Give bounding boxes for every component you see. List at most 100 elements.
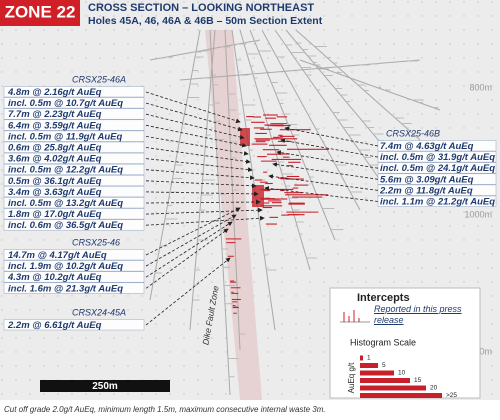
subtitle: Holes 45A, 46, 46A & 46B – 50m Section E… [88,15,323,27]
intercept-label: incl. 1.1m @ 21.2g/t AuEq [380,197,495,208]
hole-name: CRSX25-46 [72,237,120,247]
intercept-label: 3.4m @ 3.63g/t AuEq [8,187,102,198]
label-box [3,119,145,131]
label-box [3,175,145,187]
callout-arrow [145,257,231,326]
scale-bar [360,378,410,383]
scale-label: 1 [367,355,371,362]
scale-label: >25 [446,392,457,399]
callout-arrow [145,102,243,132]
label-box [3,152,145,164]
callout-arrow [145,214,237,267]
label-box [3,163,145,175]
intercept-label: 4.8m @ 2.16g/t AuEq [7,87,102,98]
histogram [225,114,330,314]
scale-label: 15 [414,377,422,384]
callout-arrow [280,138,379,158]
intercept-label: 3.6m @ 4.02g/t AuEq [8,154,102,165]
label-box [3,271,145,283]
label-box [3,208,145,220]
callout-arrow [268,174,379,191]
hole-name: CRSX25-46A [72,74,126,84]
intercept-label: 5.6m @ 3.09g/t AuEq [380,174,474,185]
intercept-label: incl. 0.5m @ 11.9g/t AuEq [8,131,123,142]
callout-arrow [145,113,245,140]
callout-arrow [145,147,251,164]
callout-arrow [145,228,229,289]
callout-arrow [145,207,263,215]
legend-item: Reported in this press release [374,304,462,325]
histogram-title: Histogram Scale [350,337,416,347]
intercept-label: incl. 0.5m @ 13.2g/t AuEq [8,198,123,209]
badge-text: ZONE 22 [5,2,76,21]
callout-arrow [145,158,253,172]
histogram-axis: AuEq g/t [347,362,356,393]
intercept-label: 2.2m @ 11.8g/t AuEq [379,185,473,196]
footnote: Cut off grade 2.0g/t AuEq, minimum lengt… [4,405,326,414]
callout-arrow [145,199,261,205]
callout-arrow [145,221,233,278]
label-box [3,130,145,142]
label-box [3,219,145,231]
scale-bar [360,393,442,398]
label-box [3,86,145,98]
label-box [3,197,145,209]
callout-arrow [145,124,247,148]
intercept-label: incl. 1.9m @ 10.2g/t AuEq [8,261,123,272]
intercept-label: 6.4m @ 3.59g/t AuEq [8,120,102,131]
callout-arrow [145,91,241,124]
scale-bar-label: 250m [92,381,118,392]
drill-trace [179,59,421,81]
callout-arrow [145,180,257,189]
intercept-label: incl. 0.5m @ 31.9g/t AuEq [380,152,495,163]
intercept-highlight [240,128,250,146]
label-box [3,186,145,198]
intercept-highlight [252,185,264,207]
title: CROSS SECTION – LOOKING NORTHEAST [88,2,314,14]
intercept-label: 0.6m @ 25.8g/t AuEq [8,143,102,154]
intercept-label: 1.8m @ 17.0g/t AuEq [8,209,102,220]
callout-arrow [145,207,241,256]
scale-label: 5 [382,362,386,369]
hole-name: CRSX25-46B [386,128,440,138]
drill-trace [261,29,361,211]
callout-arrow [272,162,379,180]
depth-label: 800m [469,82,492,92]
legend-title: Intercepts [357,292,410,304]
depth-label: 1000m [464,209,492,219]
intercept-label: incl. 0.6m @ 36.5g/t AuEq [8,220,123,231]
intercept-label: incl. 0.5m @ 10.7g/t AuEq [8,98,123,109]
intercept-label: 2.2m @ 6.61g/t AuEq [7,320,102,331]
scale-bar [360,385,426,391]
label-box [3,282,145,294]
scale-bar [360,355,363,361]
scale-bar [360,370,394,376]
hole-name: CRSX24-45A [72,307,126,317]
scale-bar [360,363,378,368]
intercept-label: 7.7m @ 2.23g/t AuEq [8,109,102,120]
intercept-label: 4.3m @ 10.2g/t AuEq [7,272,102,283]
scale-bar [40,380,170,392]
intercept-label: 14.7m @ 4.17g/t AuEq [8,250,107,261]
label-box [3,249,145,261]
scale-label: 10 [398,370,406,377]
label-box [3,260,145,272]
intercept-label: incl. 0.5m @ 24.1g/t AuEq [380,163,495,174]
callout-arrow [264,186,379,202]
intercept-label: 7.4m @ 4.63g/t AuEq [380,141,474,152]
label-box [3,97,145,109]
intercept-label: incl. 0.5m @ 12.2g/t AuEq [8,165,123,176]
legend-icon [340,310,370,323]
footer [0,400,500,420]
callout-arrow [276,150,379,169]
intercept-label: 0.5m @ 36.1g/t AuEq [8,176,102,187]
callout-arrow [284,126,379,147]
intercept-label: incl. 1.6m @ 21.3g/t AuEq [8,283,123,294]
drill-trace [274,29,381,181]
label-box [3,319,145,331]
label-box [3,141,145,153]
callout-arrow [145,136,249,156]
